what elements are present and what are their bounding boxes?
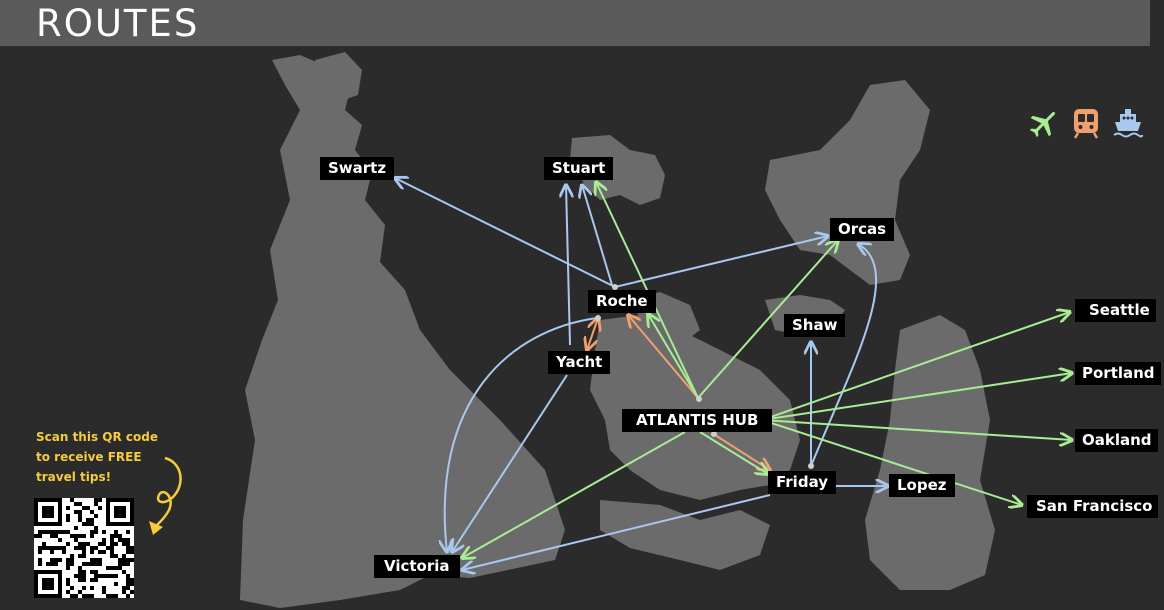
- route-roche-yacht: [587, 318, 598, 350]
- route-roche-victoria: [445, 317, 598, 552]
- route-roche-stuart: [582, 185, 613, 286]
- header-bar: ROUTES: [0, 0, 1150, 46]
- route-hub-sanfrancisco: [761, 419, 1022, 505]
- label-shaw[interactable]: Shaw: [784, 314, 846, 337]
- route-hub-oakland: [761, 419, 1072, 440]
- land-west-island: [240, 55, 565, 608]
- label-friday[interactable]: Friday: [768, 471, 837, 494]
- route-hub-portland: [761, 373, 1072, 421]
- transport-legend: [1028, 106, 1144, 140]
- land-east-island: [865, 315, 995, 590]
- junction-dots: [595, 284, 814, 469]
- route-hub-orcas: [697, 240, 838, 399]
- label-oakland[interactable]: Oakland: [1075, 429, 1158, 452]
- label-portland[interactable]: Portland: [1075, 362, 1161, 385]
- label-yacht[interactable]: Yacht: [548, 351, 611, 374]
- train-icon: [1073, 109, 1099, 139]
- route-hub-victoria: [462, 431, 686, 558]
- dot-roche-south: [595, 315, 601, 321]
- dot-roche: [612, 284, 618, 290]
- label-san-francisco[interactable]: San Francisco: [1027, 495, 1159, 518]
- label-lopez[interactable]: Lopez: [889, 474, 955, 497]
- label-swartz[interactable]: Swartz: [320, 157, 395, 180]
- qr-promo-text: Scan this QR code to receive FREE travel…: [36, 430, 158, 484]
- label-victoria[interactable]: Victoria: [374, 555, 460, 578]
- label-seattle[interactable]: Seattle: [1075, 299, 1156, 322]
- air-routes: [462, 182, 1072, 558]
- route-roche-swartz: [395, 178, 616, 288]
- dot-friday: [808, 463, 814, 469]
- label-orcas[interactable]: Orcas: [830, 218, 895, 241]
- ferry-routes: [395, 178, 888, 570]
- route-yacht-victoria: [452, 374, 568, 552]
- label-stuart[interactable]: Stuart: [544, 157, 614, 180]
- plane-icon: [1029, 111, 1056, 138]
- route-hub-roche-rail: [628, 315, 699, 399]
- route-friday-victoria: [462, 494, 771, 570]
- route-friday-orcas: [810, 244, 878, 467]
- land-north-peninsula: [315, 52, 362, 102]
- curly-arrow-icon: [149, 456, 182, 535]
- route-hub-friday: [699, 431, 768, 474]
- qr-code-icon: [34, 498, 134, 598]
- label-atlantis-hub[interactable]: ATLANTIS HUB: [622, 409, 773, 432]
- land-south-central: [600, 500, 770, 570]
- route-hub-seattle: [761, 312, 1070, 421]
- land-orcas-island: [765, 80, 930, 285]
- route-yacht-stuart: [566, 185, 570, 346]
- label-roche[interactable]: Roche: [588, 290, 656, 313]
- dot-hub: [696, 396, 702, 402]
- land-masses: [240, 52, 995, 608]
- land-central-island: [590, 315, 800, 500]
- route-roche-orcas: [614, 236, 828, 288]
- qr-code-box[interactable]: [34, 498, 134, 598]
- route-hub-roche: [648, 314, 699, 399]
- page-title: ROUTES: [36, 2, 200, 45]
- ferry-icon: [1113, 109, 1143, 138]
- dot-hub-south: [711, 431, 717, 437]
